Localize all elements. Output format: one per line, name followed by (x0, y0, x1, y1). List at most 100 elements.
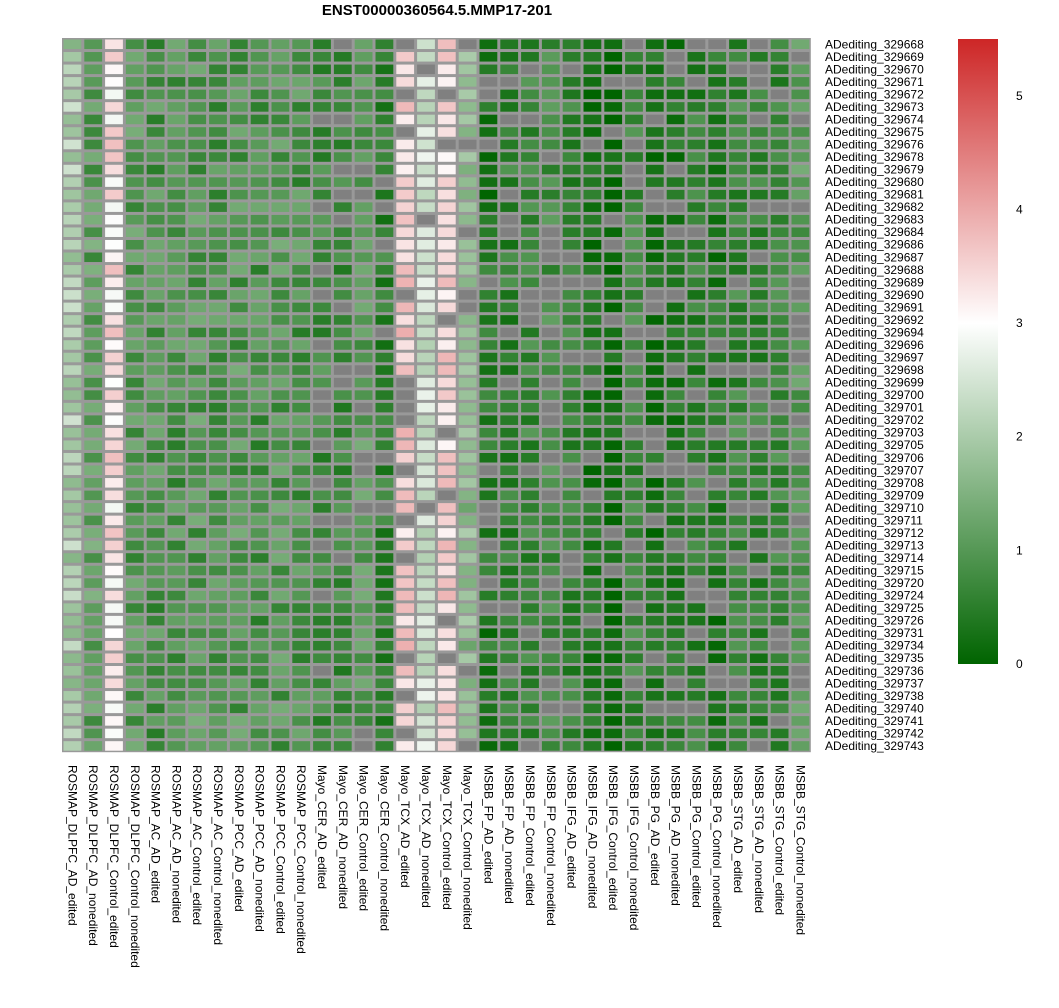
heatmap-cell (313, 39, 331, 50)
heatmap-cell (167, 678, 186, 689)
row-label: ADediting_329686 (825, 238, 924, 252)
heatmap-cell (354, 390, 373, 400)
row-label: ADediting_329702 (825, 413, 924, 427)
heatmap-cell (396, 528, 415, 538)
heatmap-cell (105, 189, 123, 200)
heatmap-cell (417, 578, 435, 588)
heatmap-cell (500, 390, 519, 400)
heatmap-cell (63, 189, 82, 200)
heatmap-cell (271, 440, 290, 450)
heatmap-cell (500, 666, 519, 676)
heatmap-cell (375, 265, 394, 275)
heatmap-cell (125, 214, 144, 225)
heatmap-cell (271, 102, 290, 112)
heatmap-cell (229, 127, 248, 137)
heatmap-cell (396, 189, 415, 200)
heatmap-cell (625, 177, 643, 187)
heatmap-cell (541, 553, 560, 563)
heatmap-cell (354, 478, 373, 488)
heatmap-cell (354, 315, 373, 325)
heatmap-cell (645, 102, 664, 112)
heatmap-cell (458, 515, 477, 526)
heatmap-cell (583, 553, 602, 563)
heatmap-cell (396, 52, 415, 62)
heatmap-cell (770, 239, 789, 250)
heatmap-cell (354, 653, 373, 663)
heatmap-cell (396, 452, 415, 463)
heatmap-cell (105, 252, 123, 263)
heatmap-cell (375, 152, 394, 162)
heatmap-cell (292, 390, 311, 400)
heatmap-cell (354, 340, 373, 350)
heatmap-cell (313, 402, 331, 413)
heatmap-cell (105, 377, 123, 388)
heatmap-cell (521, 265, 539, 275)
heatmap-cell (666, 452, 685, 463)
row-label: ADediting_329675 (825, 125, 924, 139)
heatmap-cell (562, 465, 581, 476)
heatmap-cell (417, 302, 435, 313)
heatmap-cell (188, 603, 207, 613)
heatmap-cell (479, 139, 498, 150)
heatmap-cell (604, 377, 623, 388)
row-label: ADediting_329688 (825, 263, 924, 277)
heatmap-cell (63, 214, 82, 225)
heatmap-cell (749, 227, 768, 237)
heatmap-cell (645, 402, 664, 413)
heatmap-cell (105, 703, 123, 714)
heatmap-cell (770, 139, 789, 150)
heatmap-cell (562, 139, 581, 150)
heatmap-cell (604, 465, 623, 476)
heatmap-cell (437, 202, 456, 212)
heatmap-cell (105, 615, 123, 626)
heatmap-cell (604, 427, 623, 438)
heatmap-cell (749, 666, 768, 676)
heatmap-cell (562, 214, 581, 225)
heatmap-cell (333, 302, 352, 313)
heatmap-cell (729, 490, 747, 501)
heatmap-cell (625, 315, 643, 325)
heatmap-cell (167, 227, 186, 237)
heatmap-cell (188, 302, 207, 313)
heatmap-cell (84, 52, 103, 62)
heatmap-cell (749, 39, 768, 50)
heatmap-cell (292, 315, 311, 325)
heatmap-cell (458, 528, 477, 538)
heatmap-cell (292, 615, 311, 626)
heatmap-cell (313, 540, 331, 551)
heatmap-cell (666, 528, 685, 538)
heatmap-cell (125, 302, 144, 313)
heatmap-cell (63, 340, 82, 350)
heatmap-cell (125, 603, 144, 613)
heatmap-cell (687, 490, 706, 501)
heatmap-cell (105, 503, 123, 513)
heatmap-cell (292, 540, 311, 551)
heatmap-cell (333, 365, 352, 375)
heatmap-cell (729, 239, 747, 250)
heatmap-cell (500, 189, 519, 200)
heatmap-cell (229, 490, 248, 501)
heatmap-cell (125, 590, 144, 601)
heatmap-cell (250, 716, 269, 726)
heatmap-cell (271, 716, 290, 726)
heatmap-cell (417, 440, 435, 450)
heatmap-cell (292, 741, 311, 751)
heatmap-cell (458, 578, 477, 588)
heatmap-cell (292, 290, 311, 300)
heatmap-cell (791, 315, 810, 325)
heatmap-cell (583, 64, 602, 75)
heatmap-cell (396, 465, 415, 476)
heatmap-cell (437, 164, 456, 175)
heatmap-cell (354, 703, 373, 714)
heatmap-cell (458, 465, 477, 476)
heatmap-cell (188, 265, 207, 275)
heatmap-cell (645, 603, 664, 613)
heatmap-cell (354, 189, 373, 200)
heatmap-cell (146, 741, 165, 751)
heatmap-cell (708, 340, 727, 350)
heatmap-cell (500, 277, 519, 288)
heatmap-cell (396, 540, 415, 551)
heatmap-cell (541, 152, 560, 162)
heatmap-cell (791, 452, 810, 463)
heatmap-cell (375, 615, 394, 626)
